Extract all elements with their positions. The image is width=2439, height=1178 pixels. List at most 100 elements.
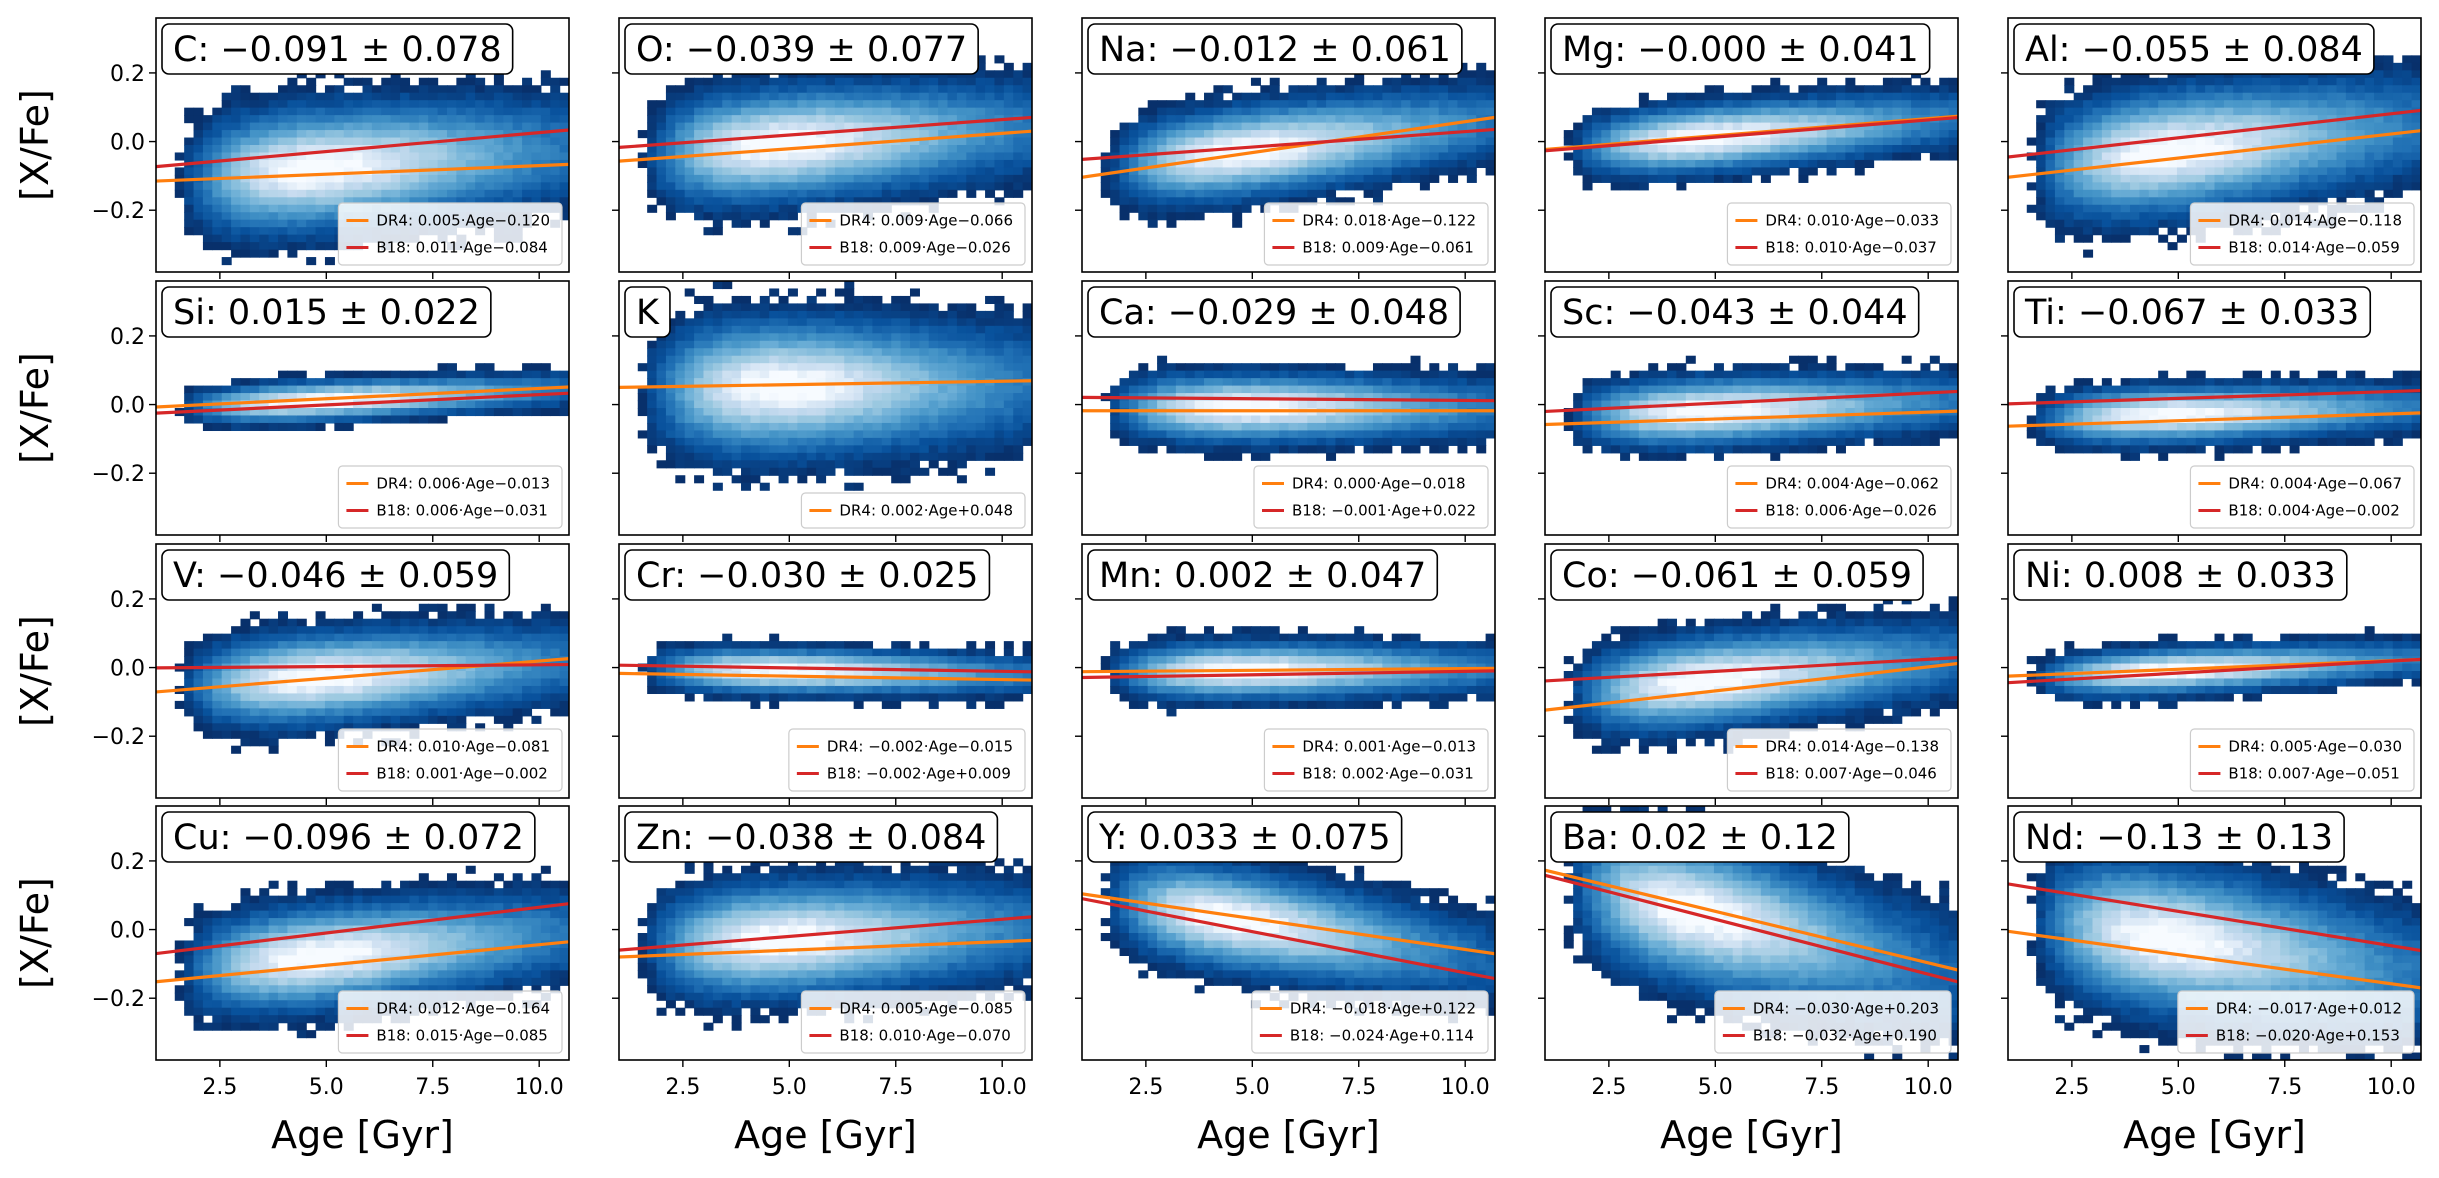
density-bin	[1864, 122, 1875, 131]
density-bin	[334, 107, 345, 116]
density-bin	[853, 107, 864, 116]
density-bin	[694, 182, 705, 191]
density-bin	[1147, 107, 1158, 116]
density-bin	[268, 408, 279, 417]
density-bin	[1175, 189, 1186, 198]
density-bin	[202, 415, 213, 424]
density-bin	[193, 204, 204, 213]
density-bin	[2205, 167, 2216, 176]
density-bin	[1760, 145, 1771, 154]
density-bin	[825, 130, 836, 139]
density-bin	[1222, 100, 1233, 109]
density-bin	[947, 415, 958, 424]
density-bin	[2195, 107, 2206, 116]
density-bin	[409, 189, 420, 198]
density-bin	[825, 85, 836, 94]
density-bin	[891, 430, 902, 439]
density-bin	[2101, 85, 2112, 94]
density-bin	[2336, 85, 2347, 94]
density-bin	[863, 430, 874, 439]
density-bin	[2083, 219, 2094, 228]
density-bin	[2327, 174, 2338, 183]
density-bin	[656, 393, 667, 402]
density-bin	[475, 159, 486, 169]
density-bin	[1147, 100, 1158, 109]
density-bin	[675, 460, 686, 469]
density-bin	[512, 189, 523, 198]
density-bin	[1591, 115, 1602, 124]
density-bin	[2252, 137, 2263, 146]
density-bin	[2139, 77, 2150, 86]
density-bin	[1297, 197, 1308, 206]
density-bin	[891, 100, 902, 109]
density-bin	[2355, 152, 2366, 161]
density-bin	[212, 167, 223, 176]
density-bin	[1354, 107, 1365, 116]
density-bin	[2139, 130, 2150, 139]
density-bin	[193, 393, 204, 402]
density-bin	[1401, 130, 1412, 139]
density-bin	[1157, 152, 1168, 161]
density-bin	[296, 212, 307, 221]
density-bin	[900, 437, 911, 446]
density-bin	[1410, 137, 1421, 146]
density-bin	[1638, 100, 1649, 109]
density-bin	[1807, 115, 1818, 124]
density-bin	[2289, 92, 2300, 101]
density-bin	[909, 355, 920, 364]
density-bin	[559, 385, 569, 394]
legend-entry-label: DR4: 0.010·Age−0.033	[1765, 212, 1939, 230]
density-bin	[1185, 197, 1196, 206]
density-bin	[966, 77, 977, 86]
density-bin	[834, 174, 845, 183]
density-bin	[2392, 122, 2403, 131]
density-bin	[540, 400, 551, 409]
density-bin	[2120, 167, 2131, 176]
density-bin	[769, 137, 780, 146]
density-bin	[684, 204, 695, 213]
density-bin	[2242, 152, 2253, 161]
density-bin	[863, 355, 874, 364]
density-bin	[675, 130, 686, 139]
density-bin	[2148, 122, 2159, 131]
density-bin	[259, 189, 270, 198]
density-bin	[891, 333, 902, 342]
density-bin	[703, 460, 714, 469]
density-bin	[844, 152, 855, 161]
density-bin	[1003, 385, 1014, 394]
density-bin	[287, 100, 298, 109]
density-bin	[694, 385, 705, 394]
density-bin	[2083, 85, 2094, 94]
density-bin	[881, 445, 892, 454]
density-bin	[665, 145, 676, 154]
density-bin	[1401, 145, 1412, 154]
density-bin	[2176, 77, 2187, 86]
density-bin	[1382, 77, 1393, 86]
density-bin	[694, 340, 705, 349]
density-bin	[853, 152, 864, 161]
panel-title-text: C: −0.091 ± 0.078	[173, 30, 502, 70]
density-bin	[1485, 85, 1495, 94]
density-bin	[202, 182, 213, 191]
density-bin	[1391, 92, 1402, 101]
density-bin	[202, 145, 213, 154]
density-bin	[2167, 219, 2178, 228]
density-bin	[816, 422, 827, 432]
density-bin	[503, 107, 514, 116]
density-bin	[306, 415, 317, 424]
density-bin	[1835, 152, 1846, 161]
density-bin	[844, 415, 855, 424]
density-bin	[2073, 107, 2084, 116]
density-bin	[446, 400, 457, 409]
density-bin	[759, 333, 770, 342]
density-bin	[503, 152, 514, 161]
density-bin	[2036, 115, 2047, 124]
fit-line-b18	[1082, 127, 1495, 162]
density-bin	[1448, 152, 1459, 161]
density-bin	[1185, 159, 1196, 169]
density-bin	[259, 249, 270, 258]
density-bin	[2289, 100, 2300, 109]
legend-entry-label: B18: 0.010·Age−0.037	[1765, 239, 1936, 257]
density-bin	[2139, 159, 2150, 169]
density-bin	[2111, 77, 2122, 86]
